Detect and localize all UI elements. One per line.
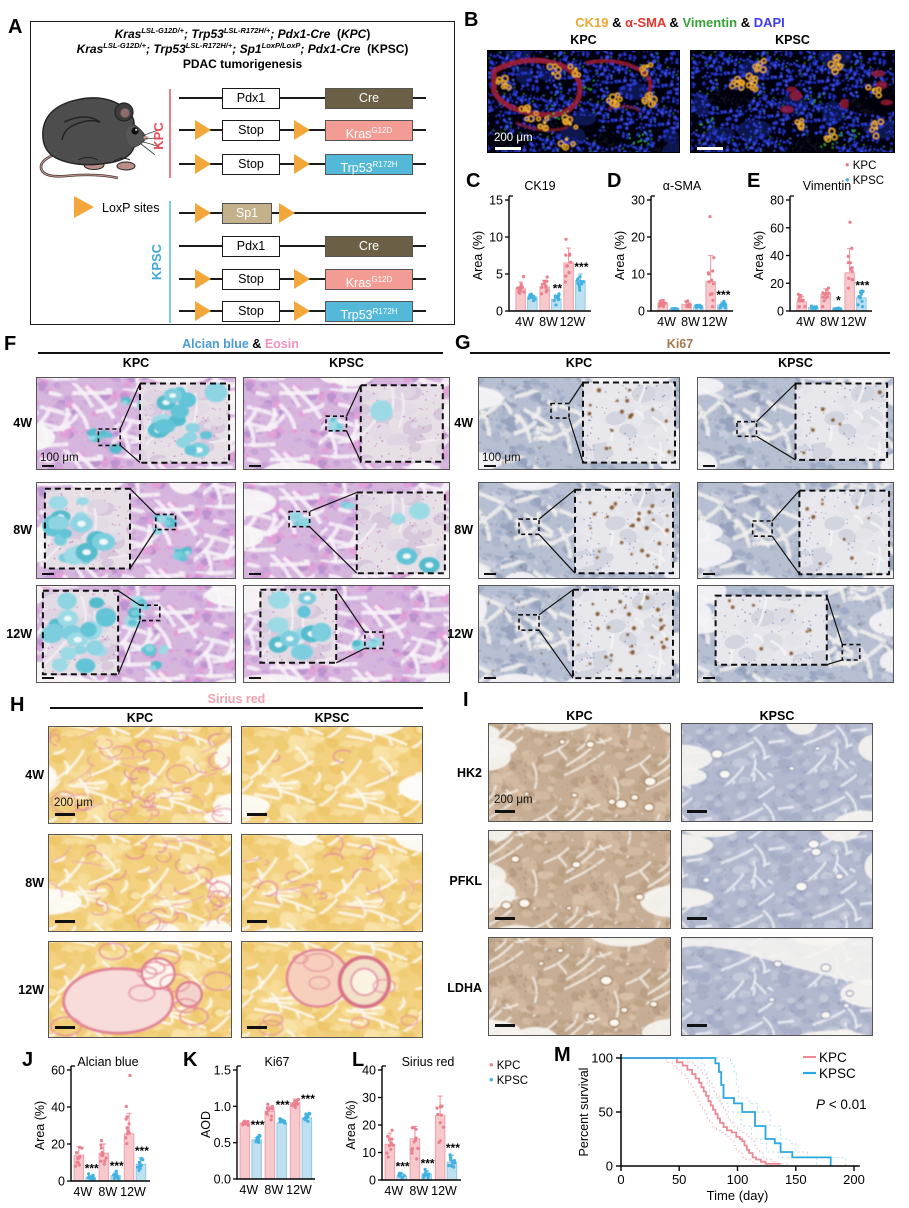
svg-text:8W: 8W	[264, 1183, 283, 1197]
svg-text:Area (%): Area (%)	[613, 231, 627, 280]
svg-text:0: 0	[369, 1174, 376, 1188]
svg-text:8W: 8W	[681, 315, 700, 329]
svg-text:α-SMA: α-SMA	[663, 179, 702, 193]
svg-text:60: 60	[51, 1064, 65, 1078]
svg-text:0.5: 0.5	[214, 1136, 231, 1150]
svg-text:AOD: AOD	[199, 1111, 213, 1138]
svg-text:0: 0	[58, 1175, 65, 1189]
svg-text:Sirius red: Sirius red	[402, 1055, 455, 1069]
svg-text:4W: 4W	[796, 315, 815, 329]
svg-text:20: 20	[51, 1138, 65, 1152]
svg-text:8W: 8W	[539, 315, 558, 329]
svg-text:100: 100	[727, 1172, 749, 1187]
svg-text:KPC: KPC	[819, 1050, 847, 1065]
svg-text:30: 30	[362, 1091, 376, 1105]
svg-text:50: 50	[672, 1172, 686, 1187]
svg-text:20: 20	[770, 277, 784, 291]
svg-text:12W: 12W	[120, 1185, 146, 1199]
svg-text:***: ***	[716, 288, 730, 302]
svg-text:100: 100	[591, 1051, 613, 1066]
svg-text:12W: 12W	[841, 315, 867, 329]
svg-text:4W: 4W	[384, 1184, 403, 1198]
svg-text:*: *	[836, 294, 841, 308]
svg-text:***: ***	[110, 1159, 124, 1173]
svg-text:12W: 12W	[431, 1184, 457, 1198]
svg-text:12W: 12W	[702, 315, 728, 329]
svg-text:15: 15	[489, 194, 503, 208]
svg-text:Area (%): Area (%)	[471, 231, 485, 280]
svg-text:12W: 12W	[560, 315, 586, 329]
svg-text:40: 40	[362, 1064, 376, 1078]
svg-text:0: 0	[777, 305, 784, 319]
svg-text:10: 10	[489, 231, 503, 245]
svg-text:***: ***	[446, 1141, 460, 1155]
svg-text:Time (day): Time (day)	[707, 1188, 769, 1203]
svg-text:60: 60	[770, 221, 784, 235]
svg-text:Area (%): Area (%)	[33, 1101, 47, 1150]
svg-text:20: 20	[631, 231, 645, 245]
svg-text:20: 20	[362, 1119, 376, 1133]
svg-text:40: 40	[51, 1101, 65, 1115]
svg-text:KPSC: KPSC	[819, 1066, 856, 1081]
svg-text:***: ***	[301, 1092, 315, 1106]
svg-text:***: ***	[251, 1118, 265, 1132]
svg-text:4W: 4W	[515, 315, 534, 329]
svg-text:4W: 4W	[239, 1183, 258, 1197]
svg-text:***: ***	[574, 260, 588, 274]
svg-text:***: ***	[85, 1162, 99, 1176]
svg-text:150: 150	[785, 1172, 807, 1187]
svg-text:12W: 12W	[286, 1183, 312, 1197]
svg-text:200: 200	[843, 1172, 865, 1187]
svg-text:50: 50	[599, 1105, 613, 1120]
svg-text:0.0: 0.0	[214, 1173, 231, 1187]
svg-text:8W: 8W	[409, 1184, 428, 1198]
svg-text:40: 40	[770, 249, 784, 263]
svg-text:***: ***	[421, 1157, 435, 1171]
svg-text:Ki67: Ki67	[264, 1055, 289, 1069]
svg-text:1.0: 1.0	[214, 1100, 231, 1114]
svg-text:***: ***	[135, 1144, 149, 1158]
svg-text:30: 30	[631, 194, 645, 208]
svg-text:Vimentin: Vimentin	[803, 179, 851, 193]
svg-text:4W: 4W	[73, 1185, 92, 1199]
svg-text:1.5: 1.5	[214, 1064, 231, 1078]
svg-text:0: 0	[606, 1159, 613, 1174]
svg-text:0: 0	[496, 305, 503, 319]
svg-text:0: 0	[638, 305, 645, 319]
svg-text:0: 0	[617, 1172, 624, 1187]
svg-text:LoxP sites: LoxP sites	[102, 201, 159, 215]
svg-text:***: ***	[396, 1160, 410, 1174]
svg-text:Percent survival: Percent survival	[577, 1068, 591, 1157]
svg-text:10: 10	[631, 268, 645, 282]
svg-text:P < 0.01: P < 0.01	[816, 1097, 867, 1112]
svg-text:***: ***	[276, 1098, 290, 1112]
svg-text:4W: 4W	[657, 315, 676, 329]
svg-text:**: **	[553, 282, 563, 296]
svg-text:8W: 8W	[98, 1185, 117, 1199]
svg-text:Area (%): Area (%)	[752, 231, 766, 280]
svg-text:80: 80	[770, 194, 784, 208]
svg-text:***: ***	[855, 278, 869, 292]
svg-text:5: 5	[496, 268, 503, 282]
svg-text:CK19: CK19	[524, 179, 555, 193]
svg-text:Area (%): Area (%)	[344, 1100, 358, 1149]
svg-text:Alcian blue: Alcian blue	[77, 1055, 138, 1069]
svg-text:8W: 8W	[820, 315, 839, 329]
svg-text:10: 10	[362, 1146, 376, 1160]
